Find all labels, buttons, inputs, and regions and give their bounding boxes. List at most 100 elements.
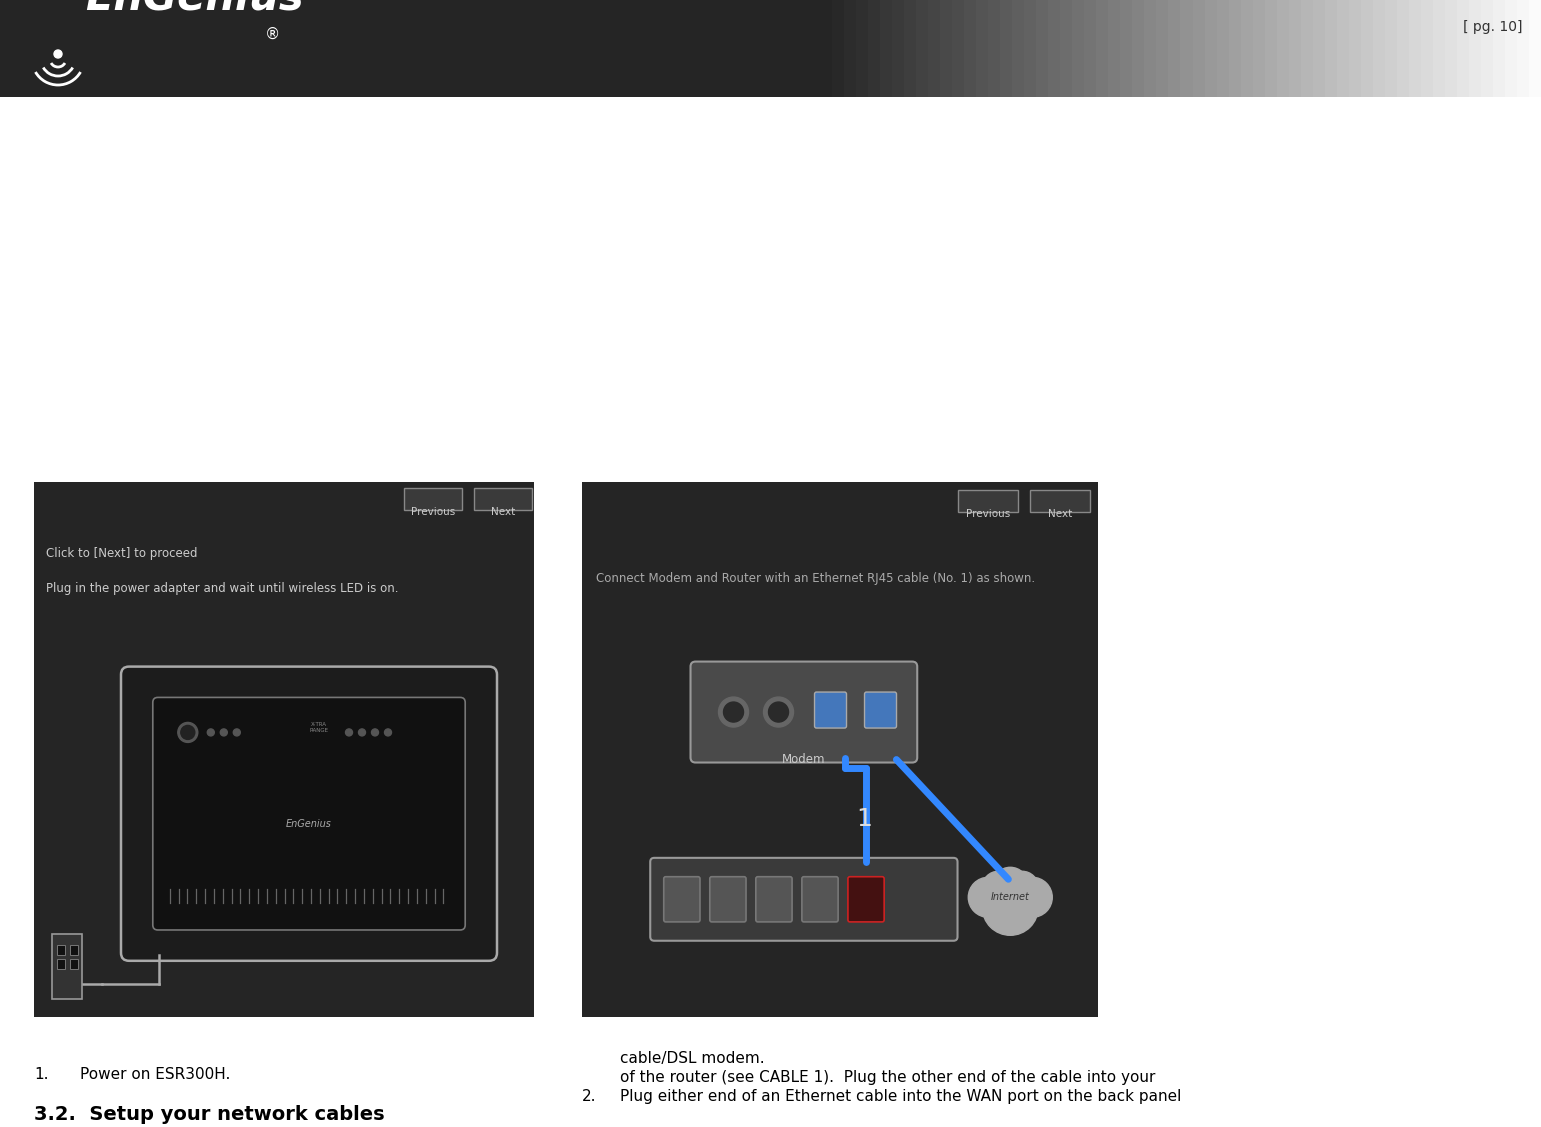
Bar xyxy=(1145,0,1157,97)
Bar xyxy=(34,482,535,1017)
Bar xyxy=(928,0,942,97)
Bar xyxy=(1313,0,1325,97)
Bar xyxy=(1048,0,1062,97)
Circle shape xyxy=(385,729,391,736)
Bar xyxy=(1228,0,1242,97)
Text: Plug either end of an Ethernet cable into the WAN port on the back panel: Plug either end of an Ethernet cable int… xyxy=(619,1089,1182,1104)
FancyBboxPatch shape xyxy=(122,666,498,961)
Bar xyxy=(1408,0,1422,97)
Circle shape xyxy=(718,698,749,727)
Bar xyxy=(1325,0,1338,97)
Circle shape xyxy=(220,729,228,736)
Bar xyxy=(1529,0,1541,97)
FancyBboxPatch shape xyxy=(815,692,846,728)
Bar xyxy=(0,0,820,97)
Bar xyxy=(1253,0,1265,97)
Bar xyxy=(1301,0,1313,97)
Bar xyxy=(1469,0,1482,97)
Text: EnGenius: EnGenius xyxy=(287,818,331,828)
Text: Plug in the power adapter and wait until wireless LED is on.: Plug in the power adapter and wait until… xyxy=(46,582,399,595)
Circle shape xyxy=(724,702,743,722)
Text: Click to [Next] to proceed: Click to [Next] to proceed xyxy=(46,547,197,560)
Bar xyxy=(1348,0,1362,97)
Bar xyxy=(820,0,834,97)
Bar xyxy=(57,959,65,969)
Bar xyxy=(1421,0,1433,97)
Bar xyxy=(1516,0,1530,97)
Bar xyxy=(69,946,79,955)
Bar xyxy=(1156,0,1170,97)
Bar xyxy=(1036,0,1049,97)
Circle shape xyxy=(769,702,789,722)
Bar xyxy=(1096,0,1110,97)
Bar xyxy=(975,0,989,97)
Bar xyxy=(57,946,65,955)
Bar xyxy=(1060,0,1074,97)
Circle shape xyxy=(233,729,240,736)
Bar xyxy=(952,0,965,97)
FancyBboxPatch shape xyxy=(650,858,957,941)
Bar xyxy=(1216,0,1230,97)
FancyBboxPatch shape xyxy=(710,877,746,922)
Bar xyxy=(1025,0,1037,97)
Bar xyxy=(917,0,929,97)
Text: Modem: Modem xyxy=(783,753,826,765)
Bar xyxy=(1108,0,1122,97)
Bar xyxy=(1205,0,1217,97)
Circle shape xyxy=(177,722,197,743)
Bar xyxy=(1456,0,1470,97)
Text: of the router (see CABLE 1).  Plug the other end of the cable into your: of the router (see CABLE 1). Plug the ot… xyxy=(619,1070,1156,1085)
Bar xyxy=(1241,0,1253,97)
Bar xyxy=(965,0,977,97)
Text: [ pg. 10]: [ pg. 10] xyxy=(1464,20,1523,34)
FancyBboxPatch shape xyxy=(664,877,700,922)
Bar xyxy=(1168,0,1182,97)
Bar xyxy=(1361,0,1373,97)
Bar xyxy=(1133,0,1145,97)
Bar xyxy=(1000,0,1014,97)
Bar xyxy=(959,490,1019,512)
Circle shape xyxy=(982,871,1014,904)
Circle shape xyxy=(345,729,353,736)
Circle shape xyxy=(1012,877,1053,917)
Bar xyxy=(832,0,844,97)
Text: 1.: 1. xyxy=(34,1067,48,1082)
Text: EnGenius: EnGenius xyxy=(85,0,304,18)
Bar xyxy=(1180,0,1194,97)
Bar xyxy=(880,0,894,97)
Text: 2.: 2. xyxy=(582,1089,596,1104)
Circle shape xyxy=(54,50,62,57)
Bar xyxy=(905,0,917,97)
Text: cable/DSL modem.: cable/DSL modem. xyxy=(619,1051,764,1066)
FancyBboxPatch shape xyxy=(153,698,465,930)
Bar xyxy=(1336,0,1350,97)
Text: Previous: Previous xyxy=(966,509,1009,520)
Bar xyxy=(1193,0,1205,97)
Circle shape xyxy=(982,879,1039,935)
Text: Power on ESR300H.: Power on ESR300H. xyxy=(80,1067,230,1082)
Bar xyxy=(69,959,79,969)
Circle shape xyxy=(208,729,214,736)
Bar xyxy=(1481,0,1493,97)
Bar xyxy=(1276,0,1290,97)
Bar xyxy=(1288,0,1302,97)
Text: ®: ® xyxy=(265,27,280,42)
FancyBboxPatch shape xyxy=(690,662,917,763)
Circle shape xyxy=(180,726,194,739)
Bar xyxy=(1373,0,1385,97)
Bar xyxy=(404,488,462,511)
Text: Previous: Previous xyxy=(411,507,455,517)
Bar xyxy=(1445,0,1458,97)
Text: 1: 1 xyxy=(855,807,872,831)
Text: Internet: Internet xyxy=(991,893,1029,903)
Bar xyxy=(868,0,881,97)
Bar xyxy=(1085,0,1097,97)
Text: Connect Modem and Router with an Ethernet RJ45 cable (No. 1) as shown.: Connect Modem and Router with an Etherne… xyxy=(596,573,1036,585)
Text: 3.2.  Setup your network cables: 3.2. Setup your network cables xyxy=(34,1104,385,1124)
Bar xyxy=(1120,0,1134,97)
FancyBboxPatch shape xyxy=(755,877,792,922)
Circle shape xyxy=(371,729,379,736)
Text: Next: Next xyxy=(1048,509,1073,520)
Bar xyxy=(582,482,1099,1017)
Text: Next: Next xyxy=(492,507,515,517)
